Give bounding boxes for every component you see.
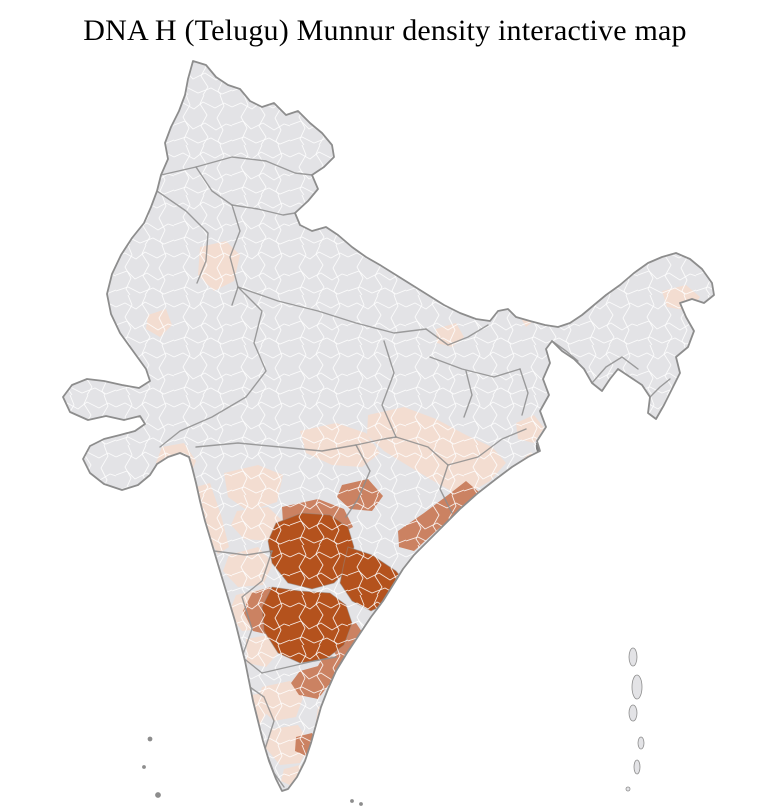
map-area [0, 50, 770, 806]
state-borders [156, 156, 671, 788]
andaman-islands[interactable] [625, 647, 645, 792]
island[interactable] [631, 674, 643, 700]
india-outline [62, 60, 715, 792]
state-border-line [551, 340, 579, 362]
state-border-line [237, 286, 427, 334]
header: DNA H (Telugu) Munnur density interactiv… [0, 14, 770, 48]
state-border-line [649, 378, 671, 398]
state-border-line [463, 370, 473, 418]
lakshadweep-islands[interactable] [142, 736, 363, 806]
island[interactable] [628, 647, 638, 667]
map-title: DNA H (Telugu) Munnur density interactiv… [83, 14, 687, 47]
state-border-line [229, 204, 241, 306]
state-border-line [261, 656, 337, 674]
state-border-line [425, 324, 489, 346]
island[interactable] [147, 736, 153, 742]
state-border-line [195, 166, 296, 216]
island[interactable] [625, 786, 631, 792]
state-border-line [159, 286, 267, 448]
state-border-line [195, 436, 397, 452]
island[interactable] [142, 765, 146, 769]
island[interactable] [628, 704, 638, 722]
state-border-line [429, 356, 521, 378]
state-border-line [381, 340, 397, 438]
state-border-line [213, 550, 273, 556]
state-border-line [156, 190, 209, 284]
india-density-map[interactable] [0, 50, 770, 806]
island[interactable] [637, 736, 645, 750]
page: { "title": "DNA H (Telugu) Munnur densit… [0, 14, 770, 811]
state-border-line [591, 356, 639, 384]
state-border-line [160, 156, 313, 176]
island[interactable] [155, 792, 161, 798]
state-border-line [345, 444, 371, 518]
island[interactable] [633, 759, 641, 775]
state-border-line [519, 368, 529, 416]
state-border-line [246, 684, 285, 788]
state-border-line [447, 428, 527, 466]
island[interactable] [350, 799, 354, 803]
island[interactable] [359, 802, 363, 806]
